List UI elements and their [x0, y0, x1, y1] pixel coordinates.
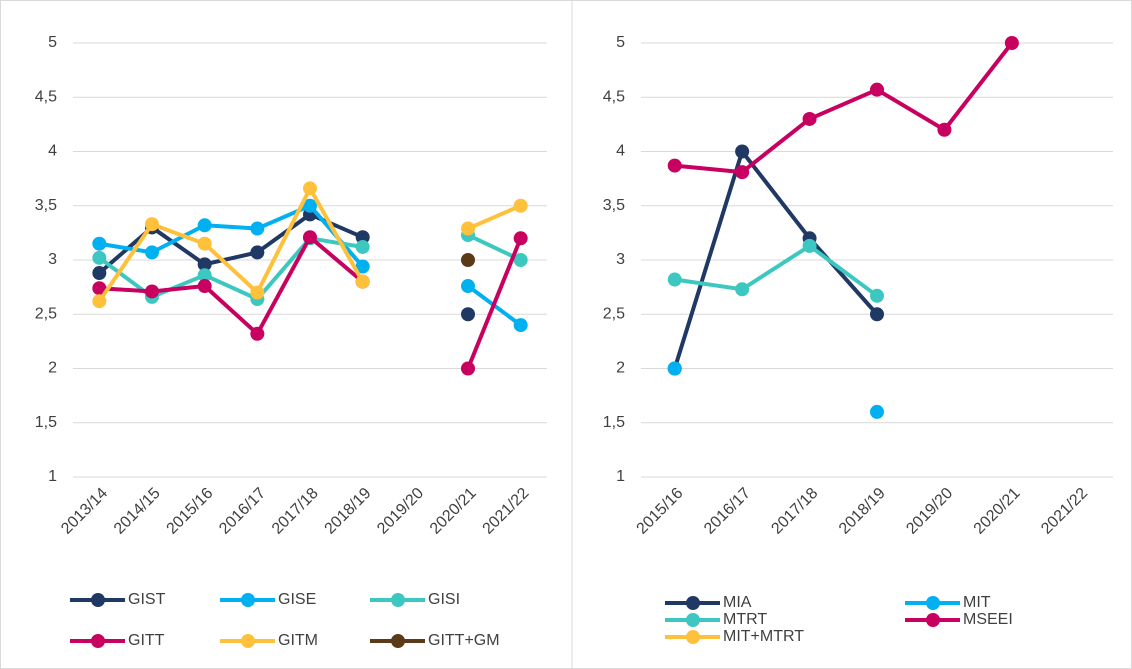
y-tick-label: 4: [48, 143, 57, 160]
data-point: [802, 111, 817, 126]
data-point: [355, 239, 370, 254]
data-point: [250, 285, 265, 300]
y-tick-label: 2: [616, 360, 625, 377]
legend-label: GISI: [428, 591, 460, 608]
y-tick-label: 2,5: [35, 305, 57, 322]
data-point: [197, 279, 212, 294]
data-point: [92, 236, 107, 251]
legend-label: MIT+MTRT: [723, 628, 804, 645]
data-point: [461, 361, 475, 376]
data-point: [92, 281, 107, 296]
series-line: [97, 186, 522, 303]
legend-label: GITM: [278, 632, 318, 649]
data-point: [513, 318, 528, 333]
legend-label: MIT: [963, 594, 991, 611]
data-point: [250, 245, 265, 260]
y-tick-label: 1: [48, 468, 57, 485]
data-point: [870, 404, 884, 419]
series-line: [674, 243, 879, 298]
data-point: [937, 122, 952, 137]
data-point: [197, 236, 212, 251]
data-point: [355, 259, 370, 274]
y-tick-label: 3: [48, 251, 57, 268]
data-point: [870, 288, 884, 303]
data-point: [461, 279, 475, 294]
y-tick-label: 3,5: [603, 197, 625, 214]
data-point: [303, 181, 317, 196]
legend-marker: [91, 593, 105, 607]
legend-marker: [686, 613, 700, 627]
data-point: [145, 217, 159, 232]
data-point: [145, 284, 159, 299]
data-point: [92, 266, 107, 281]
legend-label: GITT: [128, 632, 165, 649]
data-point: [145, 245, 159, 260]
legend-marker: [391, 593, 405, 607]
data-point: [667, 158, 682, 173]
data-point: [92, 294, 107, 309]
data-point: [461, 307, 475, 322]
data-point: [250, 326, 265, 341]
data-point: [197, 268, 212, 283]
y-tick-label: 1: [616, 468, 625, 485]
legend-marker: [686, 630, 700, 644]
legend-marker: [926, 613, 940, 627]
legend-label: MSEEI: [963, 611, 1013, 628]
y-tick-label: 5: [48, 34, 57, 51]
data-point: [513, 231, 528, 246]
legend-label: GIST: [128, 591, 166, 608]
data-point: [92, 250, 107, 265]
y-tick-label: 2,5: [603, 305, 625, 322]
y-tick-label: 1,5: [35, 414, 57, 431]
legend-label: GISE: [278, 591, 316, 608]
y-tick-label: 4,5: [603, 88, 625, 105]
data-point: [197, 257, 212, 272]
y-tick-label: 4: [616, 143, 625, 160]
data-point: [667, 272, 682, 287]
data-point: [513, 253, 528, 267]
data-point: [355, 274, 370, 289]
y-tick-label: 3: [616, 251, 625, 268]
data-point: [735, 165, 750, 180]
series-line: [672, 149, 879, 370]
data-point: [303, 198, 317, 213]
data-point: [667, 361, 682, 376]
data-point: [735, 282, 750, 297]
data-point: [513, 198, 528, 213]
legend-marker: [91, 634, 105, 648]
y-tick-label: 4,5: [35, 88, 57, 105]
data-point: [461, 253, 475, 267]
legend-marker: [241, 593, 255, 607]
data-point: [870, 82, 884, 97]
legend-label: GITT+GM: [428, 632, 500, 649]
data-point: [355, 230, 370, 245]
series-line: [99, 235, 523, 370]
data-point: [1004, 36, 1019, 50]
y-tick-label: 1,5: [603, 414, 625, 431]
data-point: [870, 307, 884, 322]
legend-marker: [686, 596, 700, 610]
legend-label: MIA: [723, 594, 752, 611]
legend-label: MTRT: [723, 611, 767, 628]
series-line: [674, 41, 1014, 175]
y-tick-label: 2: [48, 360, 57, 377]
data-point: [303, 230, 317, 245]
data-point: [735, 144, 750, 159]
legend-marker: [391, 634, 405, 648]
legend-marker: [926, 596, 940, 610]
data-point: [197, 218, 212, 233]
data-point: [250, 221, 265, 236]
data-point: [802, 238, 817, 253]
y-tick-label: 5: [616, 34, 625, 51]
y-tick-label: 3,5: [35, 197, 57, 214]
legend-marker: [241, 634, 255, 648]
data-point: [461, 221, 475, 236]
